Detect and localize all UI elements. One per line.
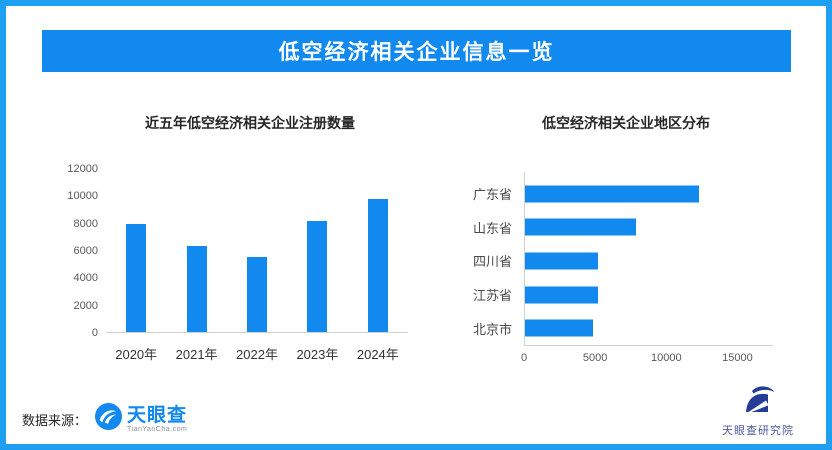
x-tick-label: 2023年 xyxy=(296,347,339,362)
y-tick-label: 4000 xyxy=(73,272,98,285)
research-institute-label: 天眼查研究院 xyxy=(722,425,794,437)
x-axis-line xyxy=(524,345,773,346)
registrations-chart-title: 近五年低空经济相关企业注册数量 xyxy=(145,115,355,131)
bar-row: 广东省 xyxy=(460,177,792,211)
tianyancha-logo: 天眼查 TianYanCha.com xyxy=(95,403,187,435)
bar xyxy=(367,198,388,332)
x-tick-label: 2024年 xyxy=(356,347,399,362)
category-label: 广东省 xyxy=(472,187,512,203)
bar-track xyxy=(524,311,792,345)
x-tick-label: 2021年 xyxy=(175,347,218,362)
bar-track xyxy=(524,244,792,278)
plot-area xyxy=(106,169,408,333)
x-axis-labels: 2020年 2021年 2022年 2023年 2024年 xyxy=(106,344,408,363)
bar-row: 四川省 xyxy=(460,244,792,278)
bar-track xyxy=(524,278,792,312)
bar xyxy=(525,185,700,203)
y-tick-label: 12000 xyxy=(67,163,98,175)
bar-column xyxy=(348,169,408,332)
category-label: 北京市 xyxy=(472,321,512,337)
bar-track xyxy=(524,211,792,245)
bar xyxy=(307,221,328,332)
bar-column xyxy=(106,169,166,332)
y-tick-label: 10000 xyxy=(67,190,98,203)
bar xyxy=(525,252,598,270)
bar-column xyxy=(287,169,347,332)
bar-rows: 广东省山东省四川省江苏省北京市 xyxy=(460,177,792,345)
category-label: 江苏省 xyxy=(472,288,512,304)
x-tick-label: 2020年 xyxy=(115,347,158,362)
y-tick-label: 2000 xyxy=(73,299,98,312)
y-tick-label: 0 xyxy=(91,327,98,339)
tianyancha-logo-subtext: TianYanCha.com xyxy=(127,425,188,433)
bar xyxy=(247,256,268,332)
y-tick-label: 6000 xyxy=(73,245,98,257)
page-title: 低空经济相关企业信息一览 xyxy=(278,41,555,64)
region-chart: 低空经济相关企业地区分布 广东省山东省四川省江苏省北京市 0 5000 10000 1… xyxy=(460,105,792,375)
x-tick-label: 2022年 xyxy=(236,347,278,362)
registrations-chart-plot: 0 2000 4000 6000 8000 10000 12000 xyxy=(60,163,408,339)
tianyancha-logo-text: 天眼查 TianYanCha.com xyxy=(127,404,188,433)
bar xyxy=(525,319,594,337)
tianyancha-logo-name: 天眼查 xyxy=(127,404,188,426)
research-institute-logo: 天眼查研究院 xyxy=(722,384,794,438)
y-tick-label: 8000 xyxy=(73,217,98,230)
category-label: 山东省 xyxy=(472,220,512,236)
data-source: 数据来源： 天眼查 TianYanCha.com xyxy=(22,403,187,435)
x-tick-label: 15000 xyxy=(722,352,753,364)
research-institute-icon xyxy=(737,384,779,421)
x-axis-ticks: 0 5000 10000 15000 xyxy=(460,352,792,368)
region-chart-title: 低空经济相关企业地区分布 xyxy=(542,115,710,131)
bar-row: 北京市 xyxy=(460,311,792,345)
x-tick-label: 5000 xyxy=(582,352,608,364)
bar xyxy=(126,224,147,332)
tianyancha-logo-icon xyxy=(95,403,123,435)
registrations-chart: 近五年低空经济相关企业注册数量 0 2000 4000 6000 8000 10000 12… xyxy=(60,105,440,375)
bar-row: 山东省 xyxy=(460,211,792,245)
bar-row: 江苏省 xyxy=(460,278,792,312)
bar xyxy=(186,245,207,332)
title-banner: 低空经济相关企业信息一览 xyxy=(42,30,791,72)
bar-column xyxy=(166,169,226,332)
y-axis: 0 2000 4000 6000 8000 10000 12000 xyxy=(60,163,106,339)
data-source-label: 数据来源： xyxy=(22,412,88,428)
bar xyxy=(525,286,598,304)
bar-track xyxy=(524,177,792,211)
bar xyxy=(525,218,636,236)
category-label: 四川省 xyxy=(472,254,512,270)
y-axis-line xyxy=(524,172,525,345)
bar-column xyxy=(227,169,287,332)
x-tick-label: 10000 xyxy=(651,352,682,364)
x-tick-label: 0 xyxy=(520,352,528,364)
